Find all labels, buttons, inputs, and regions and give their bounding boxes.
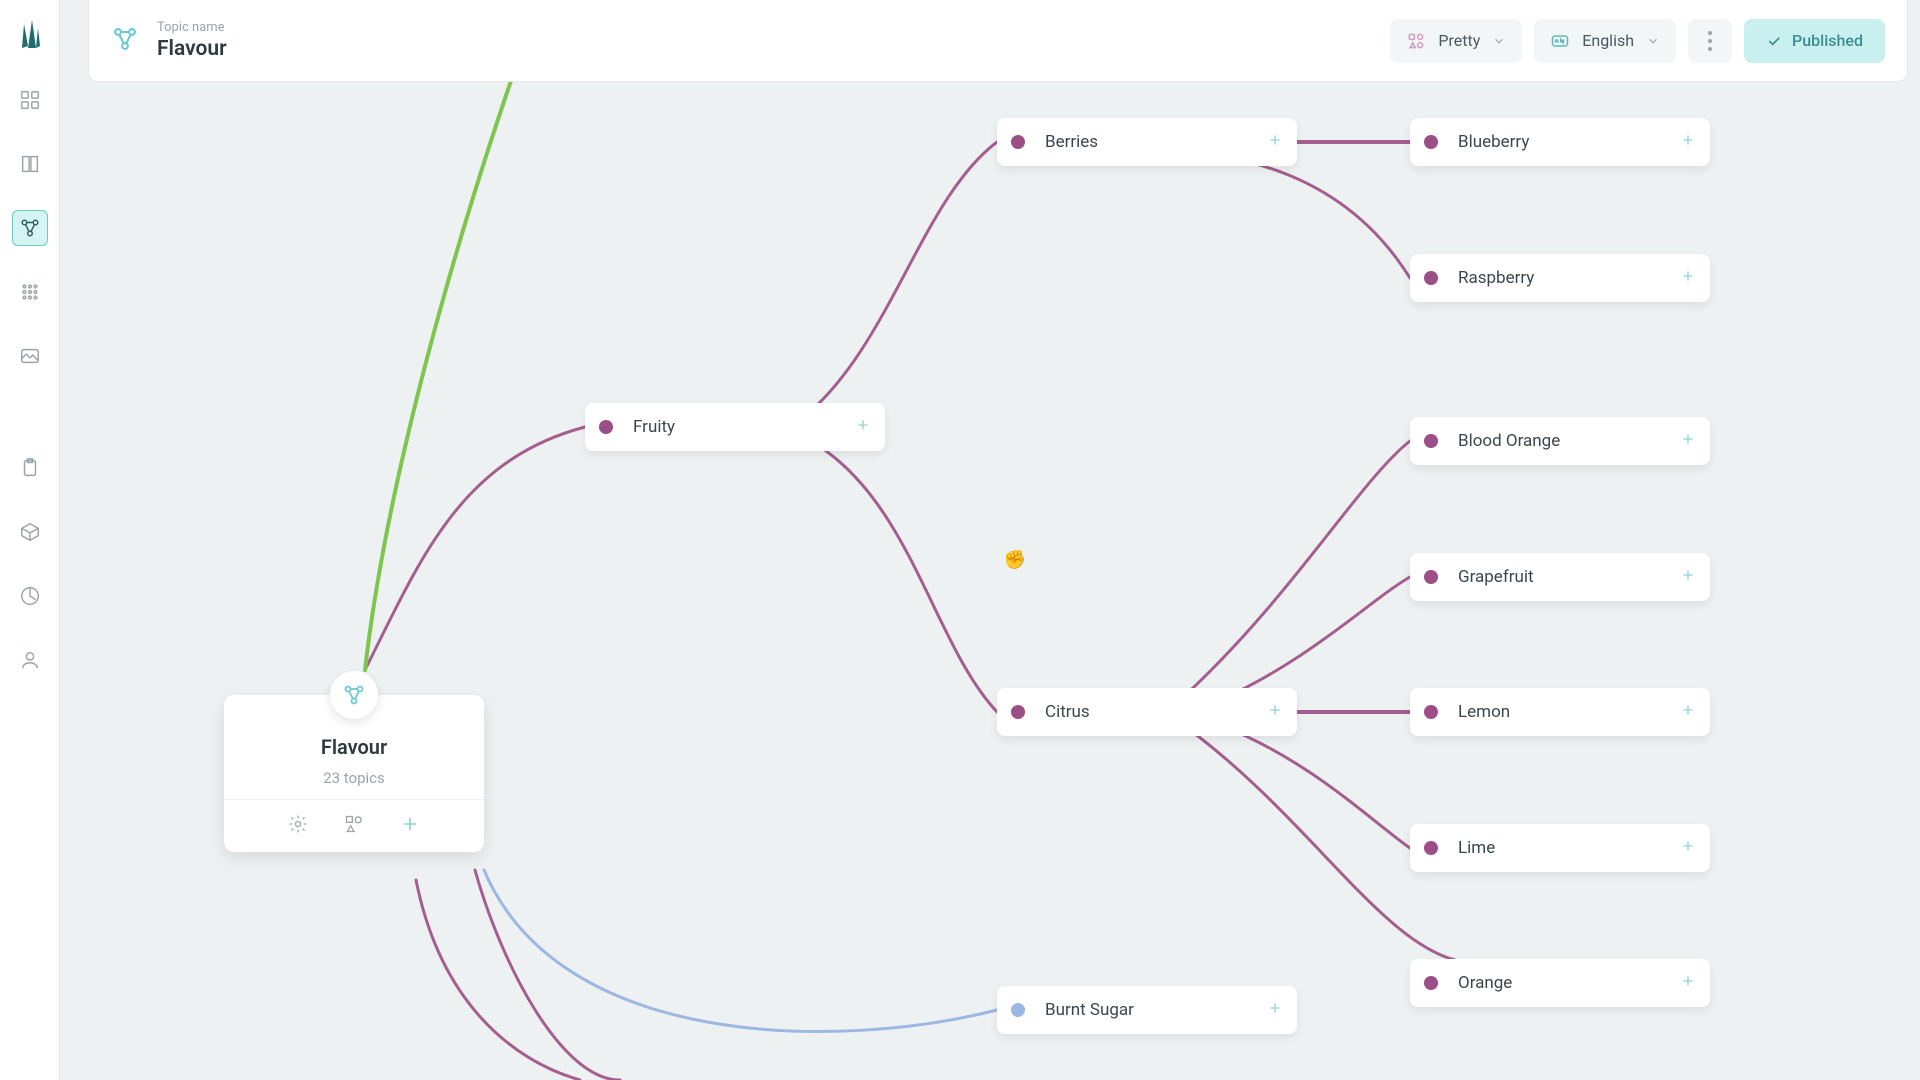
topic-dot [1011,1003,1025,1017]
topic-dot [1424,841,1438,855]
add-child-button[interactable] [1680,268,1696,288]
root-action-settings[interactable] [288,814,308,838]
topbar-eyebrow: Topic name [157,20,227,35]
topic-label: Grapefruit [1458,567,1680,587]
topic-node-citrus[interactable]: Citrus [997,688,1297,736]
add-child-button[interactable] [1267,1000,1283,1020]
root-topic-count: 23 topics [244,769,464,787]
topic-node-orange[interactable]: Orange [1410,959,1710,1007]
topic-node-blood_orange[interactable]: Blood Orange [1410,417,1710,465]
topic-node-burnt_sugar[interactable]: Burnt Sugar [997,986,1297,1034]
rail-item-topics[interactable] [12,210,48,246]
view-style-selector[interactable]: Pretty [1390,19,1522,63]
topic-label: Citrus [1045,702,1267,722]
topic-dot [1011,135,1025,149]
topic-node-lime[interactable]: Lime [1410,824,1710,872]
language-label: English [1582,31,1634,50]
topic-label: Burnt Sugar [1045,1000,1267,1020]
main-area: Topic name Flavour Pretty English Publis… [60,0,1920,1080]
rail-item-grid[interactable] [12,274,48,310]
topic-node-grapefruit[interactable]: Grapefruit [1410,553,1710,601]
add-child-button[interactable] [1680,838,1696,858]
topic-icon [111,25,139,57]
language-selector[interactable]: English [1534,19,1676,63]
add-child-button[interactable] [1680,431,1696,451]
topic-label: Blood Orange [1458,431,1680,451]
add-child-button[interactable] [1680,567,1696,587]
mindmap-canvas[interactable]: Fruity Berries Citrus Burnt Sugar Blueberry R… [60,0,1920,1080]
topic-dot [1011,705,1025,719]
add-child-button[interactable] [1267,132,1283,152]
topic-node-berries[interactable]: Berries [997,118,1297,166]
topic-dot [1424,705,1438,719]
rail-item-box[interactable] [12,514,48,550]
left-rail [0,0,60,1080]
root-action-shapes[interactable] [344,814,364,838]
topic-node-lemon[interactable]: Lemon [1410,688,1710,736]
rail-item-analytics[interactable] [12,578,48,614]
root-topic-card[interactable]: Flavour 23 topics [224,695,484,852]
topic-label: Lemon [1458,702,1680,722]
rail-item-clipboard[interactable] [12,450,48,486]
rail-item-image[interactable] [12,338,48,374]
topic-node-blueberry[interactable]: Blueberry [1410,118,1710,166]
topic-dot [599,420,613,434]
topic-node-fruity[interactable]: Fruity [585,403,885,451]
add-child-button[interactable] [1680,132,1696,152]
root-topic-icon [330,671,378,719]
topic-dot [1424,135,1438,149]
rail-item-users[interactable] [12,642,48,678]
topic-label: Berries [1045,132,1267,152]
add-child-button[interactable] [1680,702,1696,722]
topic-dot [1424,570,1438,584]
published-badge[interactable]: Published [1744,19,1885,63]
topic-node-raspberry[interactable]: Raspberry [1410,254,1710,302]
topic-label: Fruity [633,417,855,437]
add-child-button[interactable] [1680,973,1696,993]
topic-dot [1424,434,1438,448]
add-child-button[interactable] [855,417,871,437]
add-child-button[interactable] [1267,702,1283,722]
rail-item-library[interactable] [12,146,48,182]
app-logo [14,18,46,54]
topbar-title: Flavour [157,37,227,61]
published-label: Published [1792,31,1863,50]
topic-label: Orange [1458,973,1680,993]
topic-dot [1424,976,1438,990]
root-action-add[interactable] [400,814,420,838]
topic-label: Raspberry [1458,268,1680,288]
root-topic-name: Flavour [244,735,464,759]
topic-label: Lime [1458,838,1680,858]
view-style-label: Pretty [1438,31,1480,50]
topic-dot [1424,271,1438,285]
topbar: Topic name Flavour Pretty English Publis… [88,0,1908,82]
rail-item-dashboard[interactable] [12,82,48,118]
topic-label: Blueberry [1458,132,1680,152]
more-menu-button[interactable] [1688,19,1732,63]
